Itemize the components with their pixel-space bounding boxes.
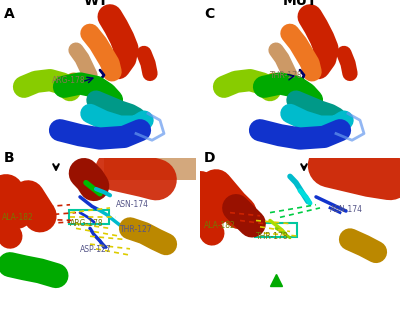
Polygon shape (104, 154, 196, 180)
Text: ASN-174: ASN-174 (330, 205, 363, 214)
Text: ARG-178: ARG-178 (52, 77, 86, 85)
Text: WT: WT (84, 0, 108, 8)
Text: THR-178: THR-178 (270, 72, 303, 80)
Text: ARG-178: ARG-178 (70, 219, 104, 228)
Text: B: B (4, 151, 15, 165)
Text: MUT: MUT (283, 0, 317, 8)
Text: THR-178: THR-178 (256, 232, 289, 241)
Text: ALA-182: ALA-182 (204, 221, 236, 230)
Text: A: A (4, 7, 15, 21)
Text: ALA-182: ALA-182 (2, 214, 34, 222)
Text: ASP-127: ASP-127 (80, 245, 112, 254)
Text: C: C (204, 7, 214, 21)
Text: ASN-174: ASN-174 (116, 200, 149, 209)
Text: D: D (204, 151, 216, 165)
Text: THR-127: THR-127 (120, 225, 153, 233)
